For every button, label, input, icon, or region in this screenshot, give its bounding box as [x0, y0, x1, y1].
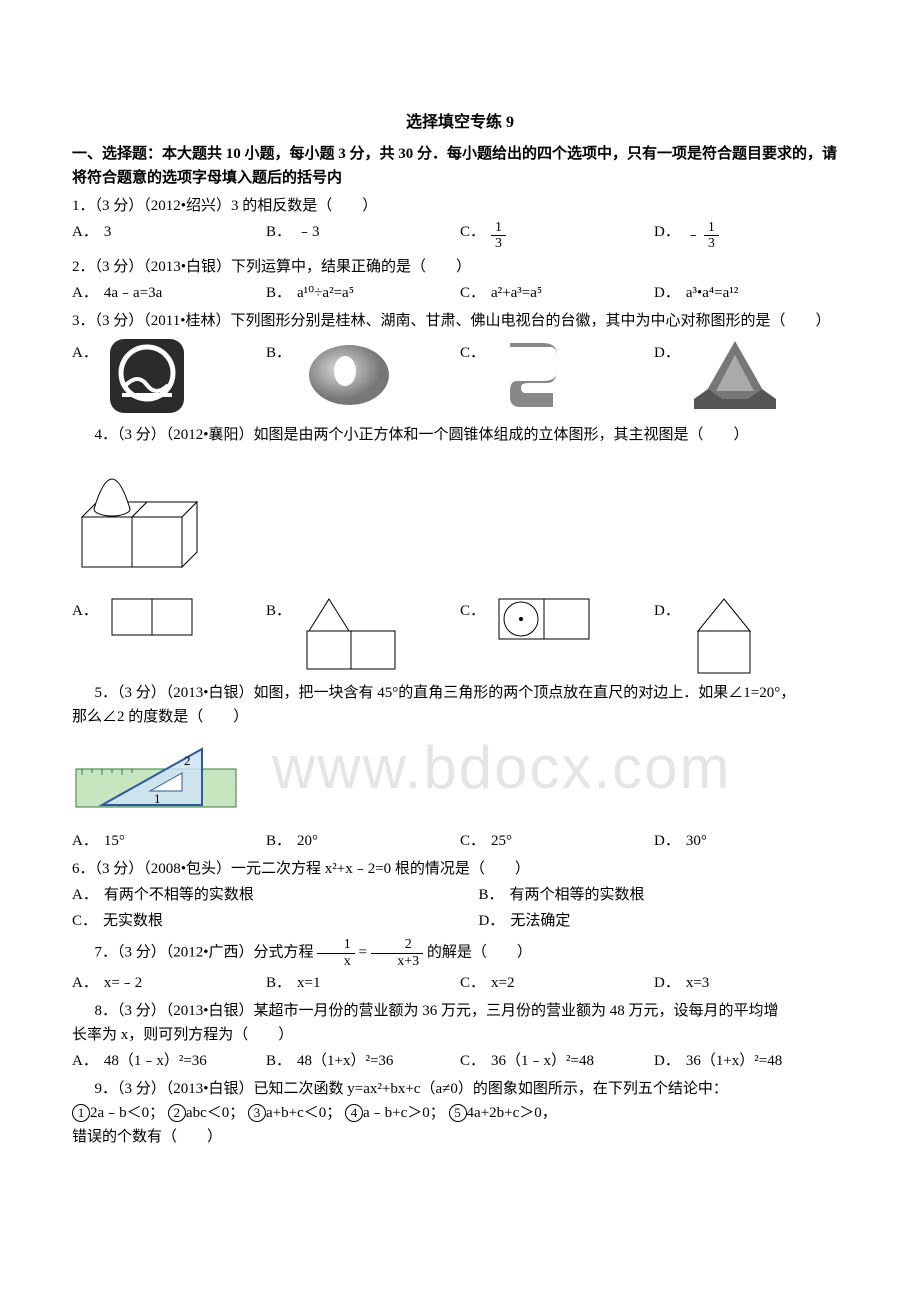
q6-option-a: A．有两个不相等的实数根: [72, 883, 478, 907]
q8-option-a: A．48（1﹣x）²=36: [72, 1049, 266, 1073]
negative-fraction-icon: ﹣ 1 3: [686, 220, 719, 252]
q5-option-d: D．30°: [654, 829, 848, 853]
q1-option-d: D． ﹣ 1 3: [654, 220, 848, 252]
question-3: 3．（3 分）（2011•桂林）下列图形分别是桂林、湖南、甘肃、佛山电视台的台徽…: [72, 309, 848, 419]
q3-option-d: D．: [654, 337, 848, 419]
circled-number-icon: 5: [449, 1104, 467, 1122]
q2-option-c: C．a²+a³=a⁵: [460, 281, 654, 305]
q8-option-d: D．36（1+x）²=48: [654, 1049, 848, 1073]
svg-text:1: 1: [154, 791, 161, 806]
fraction-icon: 1 3: [491, 220, 506, 252]
hunan-logo-icon: [301, 337, 397, 409]
q9-conclusions: 12a﹣b＜0； 2abc＜0； 3a+b+c＜0； 4a﹣b+c＞0； 54a…: [72, 1101, 848, 1125]
question-9: 9．（3 分）（2013•白银）已知二次函数 y=ax²+bx+c（a≠0）的图…: [72, 1077, 848, 1149]
foshan-logo-icon: [690, 337, 780, 419]
q3-option-a: A．: [72, 337, 266, 419]
q9-stem1: 9．（3 分）（2013•白银）已知二次函数 y=ax²+bx+c（a≠0）的图…: [72, 1077, 848, 1101]
q3-option-c: C．: [460, 337, 654, 419]
q6-option-c: C．无实数根: [72, 909, 478, 933]
q1-option-a: A． 3: [72, 220, 266, 244]
option-label-c: C．: [460, 220, 485, 244]
front-view-d-icon: [690, 595, 758, 677]
q3-option-b: B．: [266, 337, 460, 419]
q9-stem3: 错误的个数有（ ）: [72, 1125, 848, 1149]
q2-stem: 2．（3 分）（2013•白银）下列运算中，结果正确的是（ ）: [72, 255, 848, 279]
q7-stem: 7．（3 分）（2012•广西）分式方程 1 x = 2 x+3 的解是（ ）: [72, 937, 848, 969]
q6-option-b: B．有两个相等的实数根: [478, 883, 848, 907]
q8-option-b: B．48（1+x）²=36: [266, 1049, 460, 1073]
guilin-logo-icon: [108, 337, 186, 415]
q1-option-b: B． ﹣3: [266, 220, 460, 244]
fraction-icon: 2 x+3: [371, 937, 423, 969]
q3-stem: 3．（3 分）（2011•桂林）下列图形分别是桂林、湖南、甘肃、佛山电视台的台徽…: [72, 309, 848, 333]
ruler-triangle-icon: 2 1: [72, 739, 242, 811]
q8-stem2: 长率为 x，则可列方程为（ ）: [72, 1023, 848, 1047]
q7-option-b: B．x=1: [266, 971, 460, 995]
q7-option-a: A．x=﹣2: [72, 971, 266, 995]
q1-a-text: 3: [104, 220, 112, 244]
q2-option-d: D．a³•a⁴=a¹²: [654, 281, 848, 305]
circled-number-icon: 1: [72, 1104, 90, 1122]
q5-stem2: 那么∠2 的度数是（ ）: [72, 705, 848, 729]
q8-option-c: C．36（1﹣x）²=48: [460, 1049, 654, 1073]
question-8: 8．（3 分）（2013•白银）某超市一月份的营业额为 36 万元，三月份的营业…: [72, 999, 848, 1073]
q4-option-d: D．: [654, 595, 848, 677]
q6-option-d: D．无法确定: [478, 909, 848, 933]
q1-stem: 1．（3 分）（2012•绍兴）3 的相反数是（ ）: [72, 194, 848, 218]
q5-option-c: C．25°: [460, 829, 654, 853]
q7-option-c: C．x=2: [460, 971, 654, 995]
circled-number-icon: 2: [168, 1104, 186, 1122]
q4-option-a: A．: [72, 595, 266, 677]
svg-text:2: 2: [184, 753, 191, 768]
q4-option-b: B．: [266, 595, 460, 677]
front-view-c-icon: [495, 595, 595, 643]
q2-option-b: B．a¹⁰÷a²=a⁵: [266, 281, 460, 305]
question-5: 5．（3 分）（2013•白银）如图，把一块含有 45°的直角三角形的两个顶点放…: [72, 681, 848, 853]
front-view-b-icon: [301, 595, 401, 673]
q1-b-text: ﹣3: [297, 220, 320, 244]
gansu-logo-icon: [495, 337, 565, 415]
circled-number-icon: 4: [345, 1104, 363, 1122]
q1-option-c: C． 1 3: [460, 220, 654, 252]
question-2: 2．（3 分）（2013•白银）下列运算中，结果正确的是（ ） A．4a﹣a=3…: [72, 255, 848, 305]
q4-stem: 4．（3 分）（2012•襄阳）如图是由两个小正方体和一个圆锥体组成的立体图形，…: [72, 423, 848, 447]
fraction-icon: 1 x: [317, 937, 355, 969]
q6-stem: 6．（3 分）（2008•包头）一元二次方程 x²+x﹣2=0 根的情况是（ ）: [72, 857, 848, 881]
option-label-b: B．: [266, 220, 291, 244]
q4-option-c: C．: [460, 595, 654, 677]
page-title: 选择填空专练 9: [72, 110, 848, 136]
circled-number-icon: 3: [248, 1104, 266, 1122]
question-1: 1．（3 分）（2012•绍兴）3 的相反数是（ ） A． 3 B． ﹣3 C．…: [72, 194, 848, 252]
question-4: 4．（3 分）（2012•襄阳）如图是由两个小正方体和一个圆锥体组成的立体图形，…: [72, 423, 848, 677]
q5-option-a: A．15°: [72, 829, 266, 853]
q8-stem1: 8．（3 分）（2013•白银）某超市一月份的营业额为 36 万元，三月份的营业…: [72, 999, 848, 1023]
q2-option-a: A．4a﹣a=3a: [72, 281, 266, 305]
front-view-a-icon: [108, 595, 196, 639]
option-label-d: D．: [654, 220, 680, 244]
q7-option-d: D．x=3: [654, 971, 848, 995]
option-label-a: A．: [72, 220, 98, 244]
q5-option-b: B．20°: [266, 829, 460, 853]
question-7: 7．（3 分）（2012•广西）分式方程 1 x = 2 x+3 的解是（ ） …: [72, 937, 848, 995]
cone-cubes-3d-icon: [72, 457, 212, 577]
question-6: 6．（3 分）（2008•包头）一元二次方程 x²+x﹣2=0 根的情况是（ ）…: [72, 857, 848, 933]
section-heading: 一、选择题：本大题共 10 小题，每小题 3 分，共 30 分．每小题给出的四个…: [72, 142, 848, 190]
q5-stem1: 5．（3 分）（2013•白银）如图，把一块含有 45°的直角三角形的两个顶点放…: [72, 681, 848, 705]
